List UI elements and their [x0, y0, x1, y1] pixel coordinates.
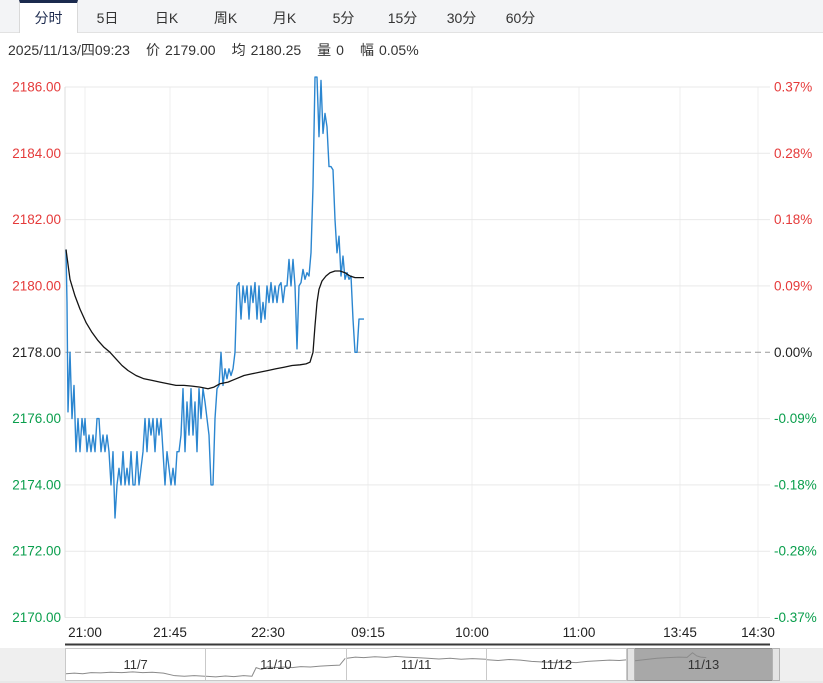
nav-section-11-11[interactable]: 11/11 — [346, 648, 487, 681]
nav-handle-right[interactable] — [772, 648, 780, 681]
nav-section-11-13[interactable]: 11/13 — [635, 648, 772, 681]
tab-5min[interactable]: 5分 — [332, 9, 355, 26]
price-segment: 价 2179.00 — [146, 40, 216, 60]
x-axis-label: 22:30 — [251, 625, 285, 640]
price-line — [65, 76, 364, 519]
x-axis-label: 21:45 — [153, 625, 187, 640]
y-axis-label-right: 0.18% — [774, 212, 812, 227]
tab-week-k[interactable]: 周K — [213, 9, 238, 26]
average-segment: 均 2180.25 — [232, 40, 302, 60]
price-label: 价 — [145, 41, 160, 58]
average-line — [65, 249, 364, 390]
date-navigator: 11/7 11/10 11/11 11/12 11/13 — [0, 648, 823, 681]
y-axis-label-right: 0.28% — [774, 146, 812, 161]
y-axis-label-left: 2174.00 — [12, 477, 61, 492]
volume-label: 量 — [317, 41, 332, 58]
x-axis-label: 13:45 — [663, 625, 697, 640]
tab-5day[interactable]: 5日 — [96, 9, 119, 26]
nav-handle-left[interactable] — [627, 648, 635, 681]
nav-section-11-10[interactable]: 11/10 — [206, 648, 347, 681]
y-axis-label-left: 2170.00 — [12, 610, 61, 625]
x-axis-label: 14:30 — [741, 625, 775, 640]
tab-30min[interactable]: 30分 — [446, 9, 477, 26]
tab-fenshi[interactable]: 分时 — [19, 0, 78, 33]
y-axis-label-left: 2184.00 — [12, 146, 61, 161]
y-axis-label-right: -0.09% — [774, 411, 817, 426]
x-axis-label: 21:00 — [68, 625, 102, 640]
volume-value: 0 — [336, 41, 344, 58]
y-axis-label-right: 0.00% — [774, 345, 812, 360]
nav-sparkline — [487, 649, 626, 680]
y-axis-label-right: -0.18% — [774, 477, 817, 492]
nav-sparkline — [66, 649, 205, 680]
price-value: 2179.00 — [164, 41, 216, 58]
average-label: 均 — [231, 41, 246, 58]
bottom-strip — [0, 681, 823, 683]
period-tabbar: 分时 5日 日K 周K 月K 5分 15分 30分 60分 — [0, 0, 823, 33]
tab-month-k[interactable]: 月K — [272, 9, 297, 26]
range-label: 幅 — [359, 41, 374, 58]
nav-sparkline — [635, 649, 772, 680]
intraday-chart[interactable]: 21:00 21:45 22:30 09:15 10:00 11:00 13:45 14:30… — [0, 66, 823, 648]
tab-day-k[interactable]: 日K — [154, 9, 179, 26]
y-axis-label-right: -0.37% — [774, 610, 817, 625]
nav-section-11-12[interactable]: 11/12 — [486, 648, 627, 681]
average-value: 2180.25 — [250, 41, 302, 58]
y-axis-label-left: 2176.00 — [12, 411, 61, 426]
y-axis-label-left: 2178.00 — [12, 345, 61, 360]
y-axis-label-left: 2186.00 — [12, 80, 61, 95]
range-segment: 幅 0.05% — [360, 40, 419, 60]
range-value: 0.05% — [378, 41, 419, 58]
datetime-label: 2025/11/13/四09:23 — [8, 41, 130, 58]
x-axis-label: 09:15 — [351, 625, 385, 640]
y-axis-label-left: 2172.00 — [12, 544, 61, 559]
y-axis-label-right: -0.28% — [774, 544, 817, 559]
y-axis-label-left: 2182.00 — [12, 212, 61, 227]
nav-section-11-7[interactable]: 11/7 — [65, 648, 207, 681]
nav-sparkline — [347, 649, 486, 680]
tab-15min[interactable]: 15分 — [387, 9, 418, 26]
y-axis-label-right: 0.37% — [774, 80, 812, 95]
nav-empty-space — [780, 648, 823, 681]
y-axis-label-left: 2180.00 — [12, 278, 61, 293]
y-axis-label-right: 0.09% — [774, 278, 812, 293]
x-axis-label: 11:00 — [563, 625, 596, 640]
nav-sparkline — [206, 649, 345, 680]
tab-60min[interactable]: 60分 — [505, 9, 536, 26]
x-axis-label: 10:00 — [455, 625, 489, 640]
